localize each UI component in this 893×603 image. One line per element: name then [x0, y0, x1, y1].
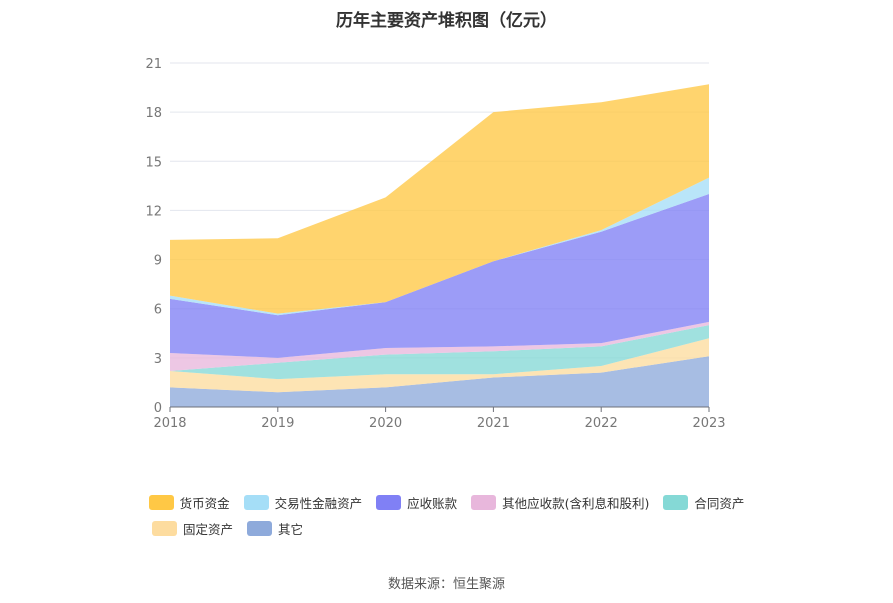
x-tick-label: 2023: [692, 416, 725, 431]
area-6[interactable]: [170, 84, 709, 314]
legend-label: 合同资产: [694, 496, 745, 511]
legend-label: 其它: [278, 522, 304, 537]
axes: 0 3 6 9 12 15 18 21 2018 2019 2020 2021 2022 2023: [145, 57, 725, 431]
legend-label: 货币资金: [179, 496, 230, 511]
area-series: [170, 84, 709, 407]
legend-swatch: [247, 521, 273, 536]
legend-swatch: [152, 521, 177, 536]
y-tick-label: 12: [145, 204, 162, 219]
legend-row-1: 货币资金 交易性金融资产 应收账款 其他应收款(含利息和股利) 合同资产: [0, 493, 893, 512]
y-tick-label: 15: [145, 155, 162, 170]
y-tick-label: 0: [154, 401, 162, 416]
legend-item-cash[interactable]: 货币资金: [148, 493, 230, 512]
legend-item-accounts-receivable[interactable]: 应收账款: [376, 493, 457, 512]
legend-label: 交易性金融资产: [274, 496, 363, 511]
y-tick-label: 9: [154, 254, 162, 269]
legend-item-other[interactable]: 其它: [247, 519, 303, 538]
y-tick-label: 6: [154, 303, 162, 318]
legend-swatch: [663, 495, 689, 510]
legend-swatch: [148, 495, 174, 510]
area-2[interactable]: [170, 325, 709, 380]
area-1[interactable]: [170, 338, 709, 393]
legend-item-fixed-assets[interactable]: 固定资产: [152, 519, 233, 538]
x-tick-label: 2020: [369, 416, 402, 431]
legend-row-2: 固定资产 其它: [0, 519, 893, 538]
y-tick-label: 21: [145, 57, 162, 72]
stacked-area-chart: 0 3 6 9 12 15 18 21 2018 2019 2020 2021 2022 2023: [145, 57, 725, 431]
y-tick-label: 3: [154, 352, 162, 367]
legend-item-trading-assets[interactable]: 交易性金融资产: [243, 493, 363, 512]
legend-label: 固定资产: [183, 522, 234, 537]
x-tick-label: 2019: [261, 416, 294, 431]
x-tick-label: 2021: [477, 416, 510, 431]
y-tick-label: 18: [145, 106, 162, 121]
x-tick-label: 2018: [153, 416, 186, 431]
x-tick-label: 2022: [585, 416, 618, 431]
legend-item-other-receivables[interactable]: 其他应收款(含利息和股利): [471, 493, 649, 512]
legend-label: 应收账款: [407, 496, 458, 511]
legend-swatch: [376, 495, 402, 510]
legend-swatch: [471, 495, 497, 510]
area-0[interactable]: [170, 356, 709, 407]
area-4[interactable]: [170, 194, 709, 358]
legend-label: 其他应收款(含利息和股利): [502, 496, 650, 511]
area-3[interactable]: [170, 321, 709, 371]
legend-swatch: [243, 495, 269, 510]
data-source-note: 数据来源：恒生聚源: [387, 577, 505, 592]
legend-item-contract-assets[interactable]: 合同资产: [663, 493, 744, 512]
chart-title: 历年主要资产堆积图（亿元）: [336, 11, 557, 31]
